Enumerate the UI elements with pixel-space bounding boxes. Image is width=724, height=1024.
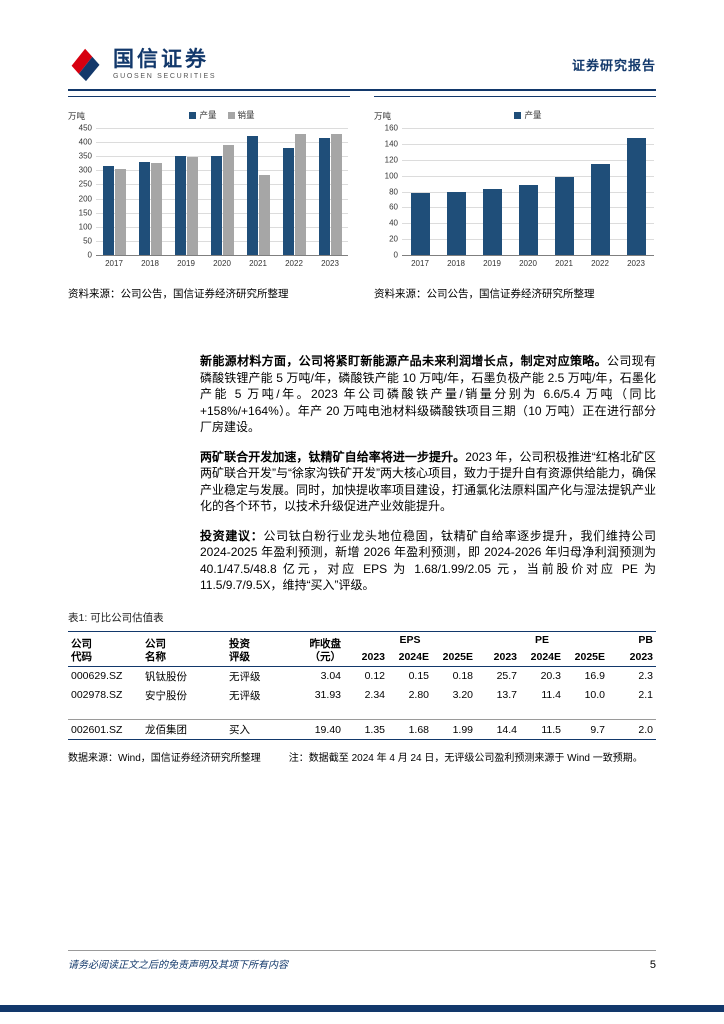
table-row: 002601.SZ 龙佰集团 买入 19.40 1.35 1.68 1.99 1… bbox=[68, 719, 657, 740]
paragraph-lead: 新能源材料方面，公司将紧盯新能源产品未来利润增长点，制定对应策略。 bbox=[200, 354, 607, 368]
chart-unit-label: 万吨 bbox=[68, 111, 86, 121]
cell: 2.0 bbox=[638, 723, 654, 736]
cell: 13.7 bbox=[496, 689, 518, 702]
chart-plot: 0 50 100 150 200 250 300 350 400 450 bbox=[79, 124, 348, 260]
brand-name-cn: 国信证券 bbox=[113, 48, 209, 72]
chart-header: 万吨 产量 销量 bbox=[68, 109, 348, 122]
cell: 无评级 bbox=[229, 689, 261, 702]
col-header-name: 公司 名称 bbox=[145, 637, 166, 663]
table-caption: 表1: 可比公司估值表 bbox=[68, 611, 164, 624]
table-row: 000629.SZ 钒钛股份 无评级 3.04 0.12 0.15 0.18 2… bbox=[68, 666, 656, 686]
cell: 无评级 bbox=[229, 670, 261, 683]
footer-divider bbox=[68, 950, 656, 951]
cell: 3.20 bbox=[452, 689, 474, 702]
table-row: 002978.SZ 安宁股份 无评级 31.93 2.34 2.80 3.20 … bbox=[68, 686, 656, 705]
guosen-logo: 国信证券 GUOSEN SECURITIES bbox=[68, 46, 216, 82]
cell: 14.4 bbox=[496, 723, 518, 736]
col-header-year: 2024E bbox=[398, 650, 429, 663]
cell: 11.4 bbox=[541, 689, 562, 702]
cell: 龙佰集团 bbox=[145, 724, 187, 737]
cell: 16.9 bbox=[584, 670, 606, 683]
col-header-year: 2024E bbox=[530, 650, 562, 663]
paragraph-investment-advice: 投资建议：公司钛白粉行业龙头地位稳固，钛精矿自给率逐步提升，我们维持公司 202… bbox=[200, 528, 656, 594]
chart-x-labels: 2017 2018 2019 2020 2021 2022 2023 bbox=[105, 259, 339, 268]
valuation-section: 表1: 可比公司估值表 公司 代码 公司 名称 投资 评级 昨收盘 （元） EP… bbox=[68, 610, 657, 764]
cell: 1.35 bbox=[364, 723, 385, 736]
cell: 1.68 bbox=[408, 723, 429, 736]
cell: 钒钛股份 bbox=[145, 670, 187, 683]
col-header-close: 昨收盘 （元） bbox=[309, 637, 342, 663]
cell: 0.15 bbox=[408, 670, 429, 683]
cell: 19.40 bbox=[314, 723, 341, 736]
col-header-year: 2023 bbox=[493, 650, 518, 663]
table-note-source: 数据来源：Wind，国信证券经济研究所整理 bbox=[68, 753, 261, 765]
col-header-year: 2023 bbox=[629, 650, 654, 663]
chart-bars bbox=[96, 128, 348, 255]
page-number: 5 bbox=[649, 959, 656, 971]
col-header-code: 公司 代码 bbox=[71, 637, 92, 663]
chart-legend: 产量 销量 bbox=[96, 109, 348, 121]
report-type-label: 证券研究报告 bbox=[571, 57, 656, 73]
cell: 11.5 bbox=[541, 723, 562, 736]
paragraph-lead: 投资建议： bbox=[200, 528, 264, 543]
chart-source: 资料来源：公司公告，国信证券经济研究所整理 bbox=[374, 288, 595, 300]
cell: 20.3 bbox=[540, 670, 562, 683]
cell: 2.3 bbox=[638, 670, 654, 683]
col-header-pe-group: PE bbox=[535, 633, 550, 646]
paragraph-text: 公司现有磷酸铁锂产能 5 万吨/年，磷酸铁产能 10 万吨/年，石墨负极产能 2… bbox=[200, 354, 656, 434]
cell: 0.12 bbox=[364, 670, 385, 683]
production-chart: 万吨 产量 0 20 40 60 80 100 120 140 160 2017 2018 2019… bbox=[374, 96, 656, 301]
chart-plot: 0 20 40 60 80 100 120 140 160 bbox=[385, 124, 654, 260]
production-sales-chart: 万吨 产量 销量 0 50 100 150 200 250 300 350 400 450 2017… bbox=[68, 96, 350, 301]
paragraph-text: 公司钛白粉行业龙头地位稳固，钛精矿自给率逐步提升，我们维持公司 2024-202… bbox=[200, 528, 656, 593]
table-note-remark: 注：数据截至 2024 年 4 月 24 日，无评级公司盈利预测来源于 Wind… bbox=[288, 753, 643, 765]
cell: 安宁股份 bbox=[145, 689, 187, 702]
col-header-eps-group: EPS bbox=[399, 633, 421, 646]
chart-source: 资料来源：公司公告，国信证券经济研究所整理 bbox=[68, 288, 289, 300]
cell: 2.80 bbox=[408, 689, 429, 702]
cell: 0.18 bbox=[452, 670, 474, 683]
cell: 002601.SZ bbox=[71, 723, 123, 736]
report-header: 国信证券 GUOSEN SECURITIES 证券研究报告 bbox=[68, 46, 656, 91]
col-header-rating: 投资 评级 bbox=[229, 637, 250, 663]
col-header-year: 2025E bbox=[574, 650, 606, 663]
chart-bars bbox=[402, 128, 654, 255]
col-header-pb-group: PB bbox=[638, 633, 654, 646]
col-header-year: 2023 bbox=[361, 650, 385, 663]
chart-unit-label: 万吨 bbox=[374, 111, 392, 121]
charts-row: 万吨 产量 销量 0 50 100 150 200 250 300 350 400 450 2017… bbox=[68, 96, 656, 301]
cell: 25.7 bbox=[496, 670, 518, 683]
paragraph-text: 2023 年，公司积极推进“红格北矿区两矿联合开发”与“徐家沟铁矿开发”两大核心… bbox=[200, 449, 657, 514]
cell: 000629.SZ bbox=[71, 670, 123, 683]
paragraph-lead: 两矿联合开发加速，钛精矿自给率将进一步提升。 bbox=[200, 449, 466, 464]
cell: 1.99 bbox=[452, 723, 474, 736]
cell: 9.7 bbox=[590, 723, 606, 736]
cell: 3.04 bbox=[320, 670, 341, 683]
cell: 2.1 bbox=[638, 689, 654, 702]
col-header-year: 2025E bbox=[442, 650, 474, 663]
paragraph-new-energy: 新能源材料方面，公司将紧盯新能源产品未来利润增长点，制定对应策略。公司现有磷酸铁… bbox=[200, 353, 656, 436]
page-footer: 请务必阅读正文之后的免责声明及其项下所有内容 5 bbox=[68, 956, 656, 971]
guosen-logo-icon bbox=[71, 48, 100, 82]
table-note: 数据来源：Wind，国信证券经济研究所整理 注：数据截至 2024 年 4 月 … bbox=[68, 749, 656, 764]
table-header-row-groups: 公司 代码 公司 名称 投资 评级 昨收盘 （元） EPS PE PB bbox=[68, 631, 657, 663]
chart-x-labels: 2017 2018 2019 2020 2021 2022 2023 bbox=[411, 259, 645, 268]
cell: 31.93 bbox=[314, 689, 341, 702]
cell: 10.0 bbox=[584, 689, 606, 702]
brand-name-en: GUOSEN SECURITIES bbox=[113, 72, 217, 80]
report-body: 新能源材料方面，公司将紧盯新能源产品未来利润增长点，制定对应策略。公司现有磷酸铁… bbox=[200, 353, 656, 594]
table-spacer-row bbox=[68, 705, 656, 720]
bottom-accent-bar bbox=[0, 1005, 724, 1012]
paragraph-mining: 两矿联合开发加速，钛精矿自给率将进一步提升。2023 年，公司积极推进“红格北矿… bbox=[200, 449, 656, 515]
cell: 002978.SZ bbox=[71, 689, 123, 702]
table-header-row-years: 2023 2024E 2025E 2023 2024E 2025E 2023 bbox=[68, 649, 657, 667]
valuation-table: 公司 代码 公司 名称 投资 评级 昨收盘 （元） EPS PE PB 2023… bbox=[68, 631, 657, 741]
footer-disclaimer: 请务必阅读正文之后的免责声明及其项下所有内容 bbox=[68, 960, 288, 971]
brand-text: 国信证券 GUOSEN SECURITIES bbox=[113, 48, 216, 79]
cell: 买入 bbox=[229, 724, 250, 737]
chart-header: 万吨 产量 bbox=[374, 109, 654, 122]
chart-legend: 产量 bbox=[402, 109, 654, 121]
cell: 2.34 bbox=[364, 689, 385, 702]
